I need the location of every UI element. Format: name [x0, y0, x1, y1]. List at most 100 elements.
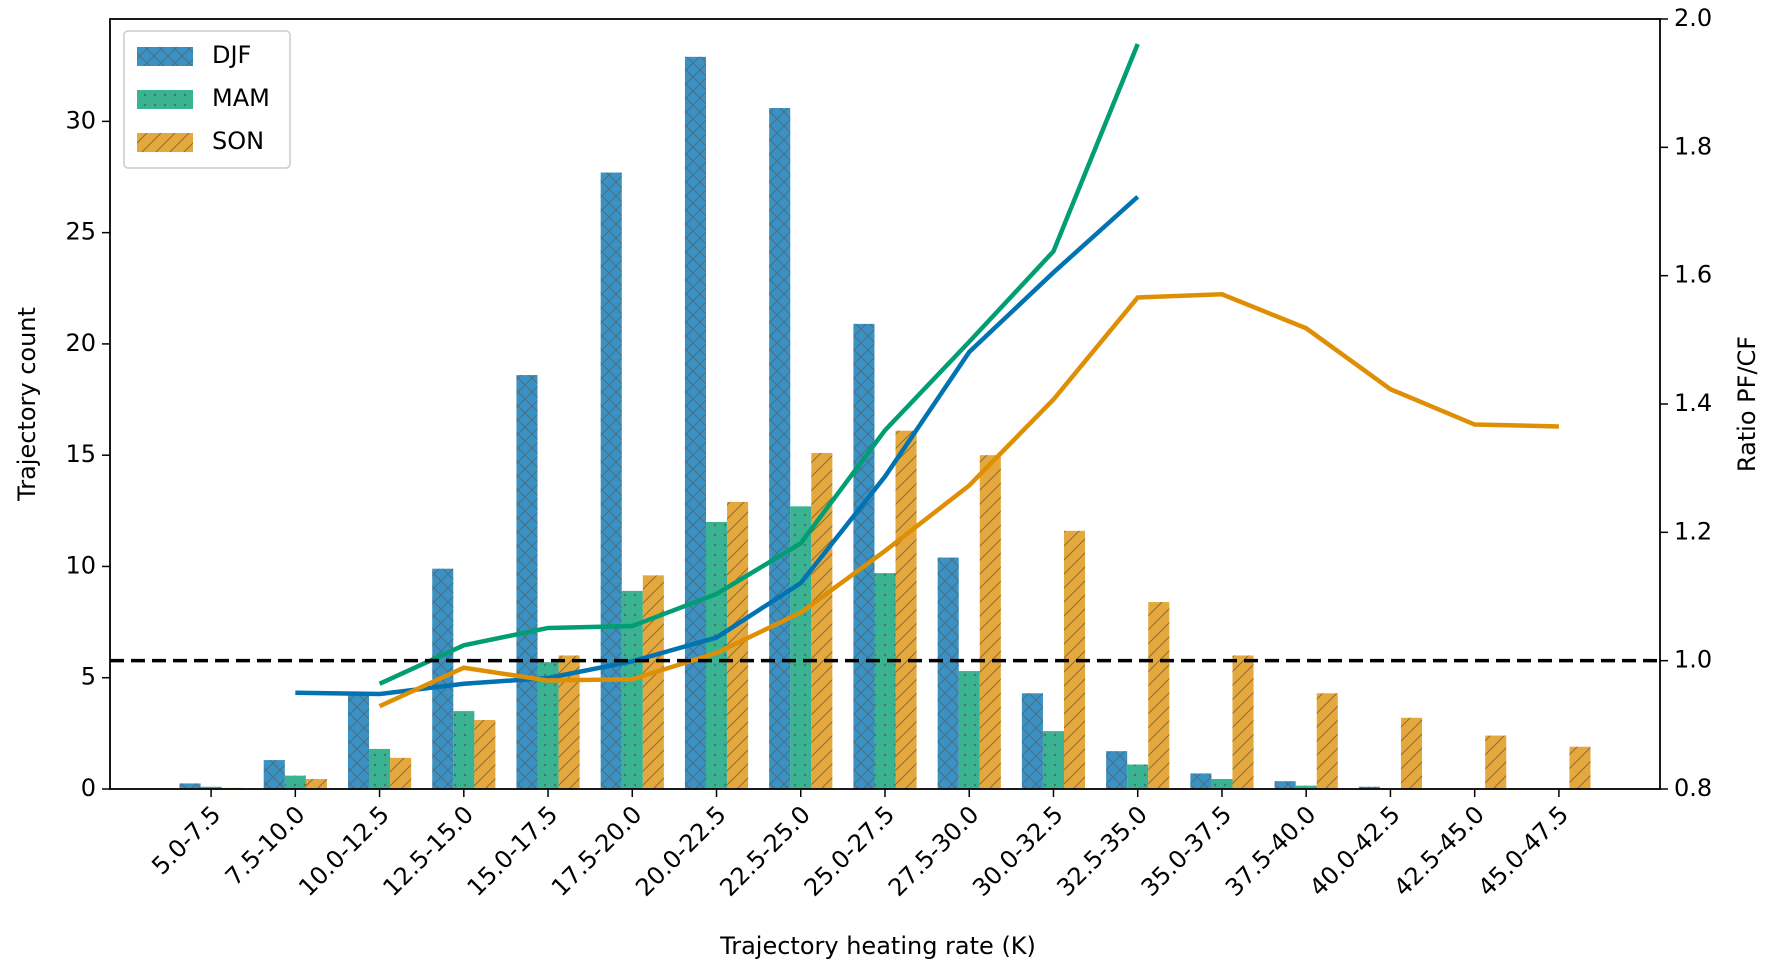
bar — [200, 786, 222, 789]
bar — [1190, 773, 1212, 789]
bar — [642, 575, 664, 789]
bar-hatch — [895, 430, 917, 789]
bar-hatch — [369, 748, 391, 789]
bar-hatch — [979, 455, 1001, 789]
y-tick-label: 10 — [65, 551, 96, 579]
ratio-line — [378, 292, 1559, 709]
y2-tick-label: 0.8 — [1674, 774, 1712, 802]
bar — [474, 720, 496, 789]
bar — [769, 108, 791, 790]
legend-label: SON — [212, 127, 264, 155]
bar-hatch — [558, 655, 580, 789]
bar — [537, 662, 559, 789]
bar-hatch — [684, 56, 706, 789]
bar — [1274, 781, 1296, 789]
bar-hatch — [1358, 786, 1380, 789]
y-tick-label: 15 — [65, 440, 96, 468]
bar-hatch — [305, 778, 327, 789]
bar — [853, 323, 875, 789]
legend-label: MAM — [212, 84, 270, 112]
y2-tick-label: 1.6 — [1674, 261, 1712, 289]
x-axis-label: Trajectory heating rate (K) — [719, 932, 1036, 960]
bar — [1106, 751, 1128, 789]
bar — [1400, 717, 1423, 789]
bar — [684, 56, 706, 789]
bar — [1127, 764, 1149, 789]
bar — [1064, 530, 1086, 789]
bar-hatch — [1064, 530, 1086, 789]
x-tick-label: 12.5-15.0 — [377, 800, 479, 902]
bar — [1232, 655, 1254, 789]
bar-hatch — [537, 662, 559, 789]
bar-hatch — [1400, 717, 1423, 789]
x-tick-label: 25.0-27.5 — [799, 800, 901, 902]
bar-hatch — [1274, 781, 1296, 789]
x-tick-label: 10.0-12.5 — [293, 800, 395, 902]
bar-hatch — [874, 573, 896, 789]
bar — [347, 693, 370, 789]
bar-hatch — [390, 757, 412, 789]
bar — [390, 757, 412, 789]
bar-hatch — [1569, 746, 1591, 789]
bar — [1148, 602, 1170, 789]
bar — [1021, 693, 1043, 789]
bar-hatch — [937, 557, 959, 789]
bar-hatch — [958, 671, 980, 789]
bar — [369, 748, 391, 789]
y-tick-label: 20 — [65, 329, 96, 357]
y-tick-label: 0 — [81, 774, 96, 802]
bar — [958, 671, 980, 789]
legend-label: DJF — [212, 41, 251, 69]
bar — [811, 452, 833, 789]
bar — [453, 711, 475, 789]
bar — [979, 455, 1001, 789]
y-tick-label: 25 — [65, 218, 96, 246]
bar-hatch — [811, 452, 833, 789]
bar-hatch — [1021, 693, 1043, 789]
bar-hatch — [600, 172, 622, 789]
bar-hatch — [1127, 764, 1149, 789]
bar — [284, 775, 306, 789]
x-tick-label: 40.0-42.5 — [1304, 800, 1406, 902]
bar-hatch — [453, 711, 475, 789]
bar-hatch — [263, 760, 285, 789]
x-tick-label: 35.0-37.5 — [1136, 800, 1238, 902]
x-tick-label: 32.5-35.0 — [1051, 800, 1153, 902]
bar-hatch — [1485, 735, 1507, 789]
bar — [895, 430, 917, 789]
bar-hatch — [621, 590, 643, 789]
y2-tick-label: 1.4 — [1674, 389, 1712, 417]
bar-hatch — [1211, 778, 1233, 789]
x-tick-label: 22.5-25.0 — [714, 800, 816, 902]
bar — [1569, 746, 1591, 789]
bar-hatch — [1042, 731, 1065, 789]
y2-tick-label: 1.2 — [1674, 517, 1712, 545]
bar — [263, 760, 285, 789]
bar-hatch — [1148, 602, 1170, 789]
x-tick-label: 17.5-20.0 — [546, 800, 648, 902]
bar-hatch — [1106, 751, 1128, 789]
x-tick-label: 45.0-47.5 — [1473, 800, 1575, 902]
bar — [1295, 785, 1317, 789]
bar — [1485, 735, 1507, 789]
bar-hatch — [1295, 785, 1317, 789]
bar-hatch — [200, 786, 222, 789]
bar-hatch — [284, 775, 306, 789]
legend-swatch-hatch — [137, 47, 193, 66]
x-tick-label: 42.5-45.0 — [1388, 800, 1490, 902]
x-tick-label: 20.0-22.5 — [630, 800, 732, 902]
x-tick-label: 37.5-40.0 — [1220, 800, 1322, 902]
bar — [1211, 778, 1233, 789]
ratio-line — [295, 195, 1140, 697]
legend: DJF MAM SON — [123, 30, 291, 169]
bar-hatch — [853, 323, 875, 789]
x-tick-label: 5.0-7.5 — [146, 800, 226, 880]
bar-hatch — [179, 783, 201, 789]
bar — [937, 557, 959, 789]
y2-tick-label: 2.0 — [1674, 4, 1712, 32]
bar — [1358, 786, 1380, 789]
bar — [621, 590, 643, 789]
bar — [727, 501, 749, 789]
bar-hatch — [642, 575, 664, 789]
x-tick-label: 27.5-30.0 — [883, 800, 985, 902]
